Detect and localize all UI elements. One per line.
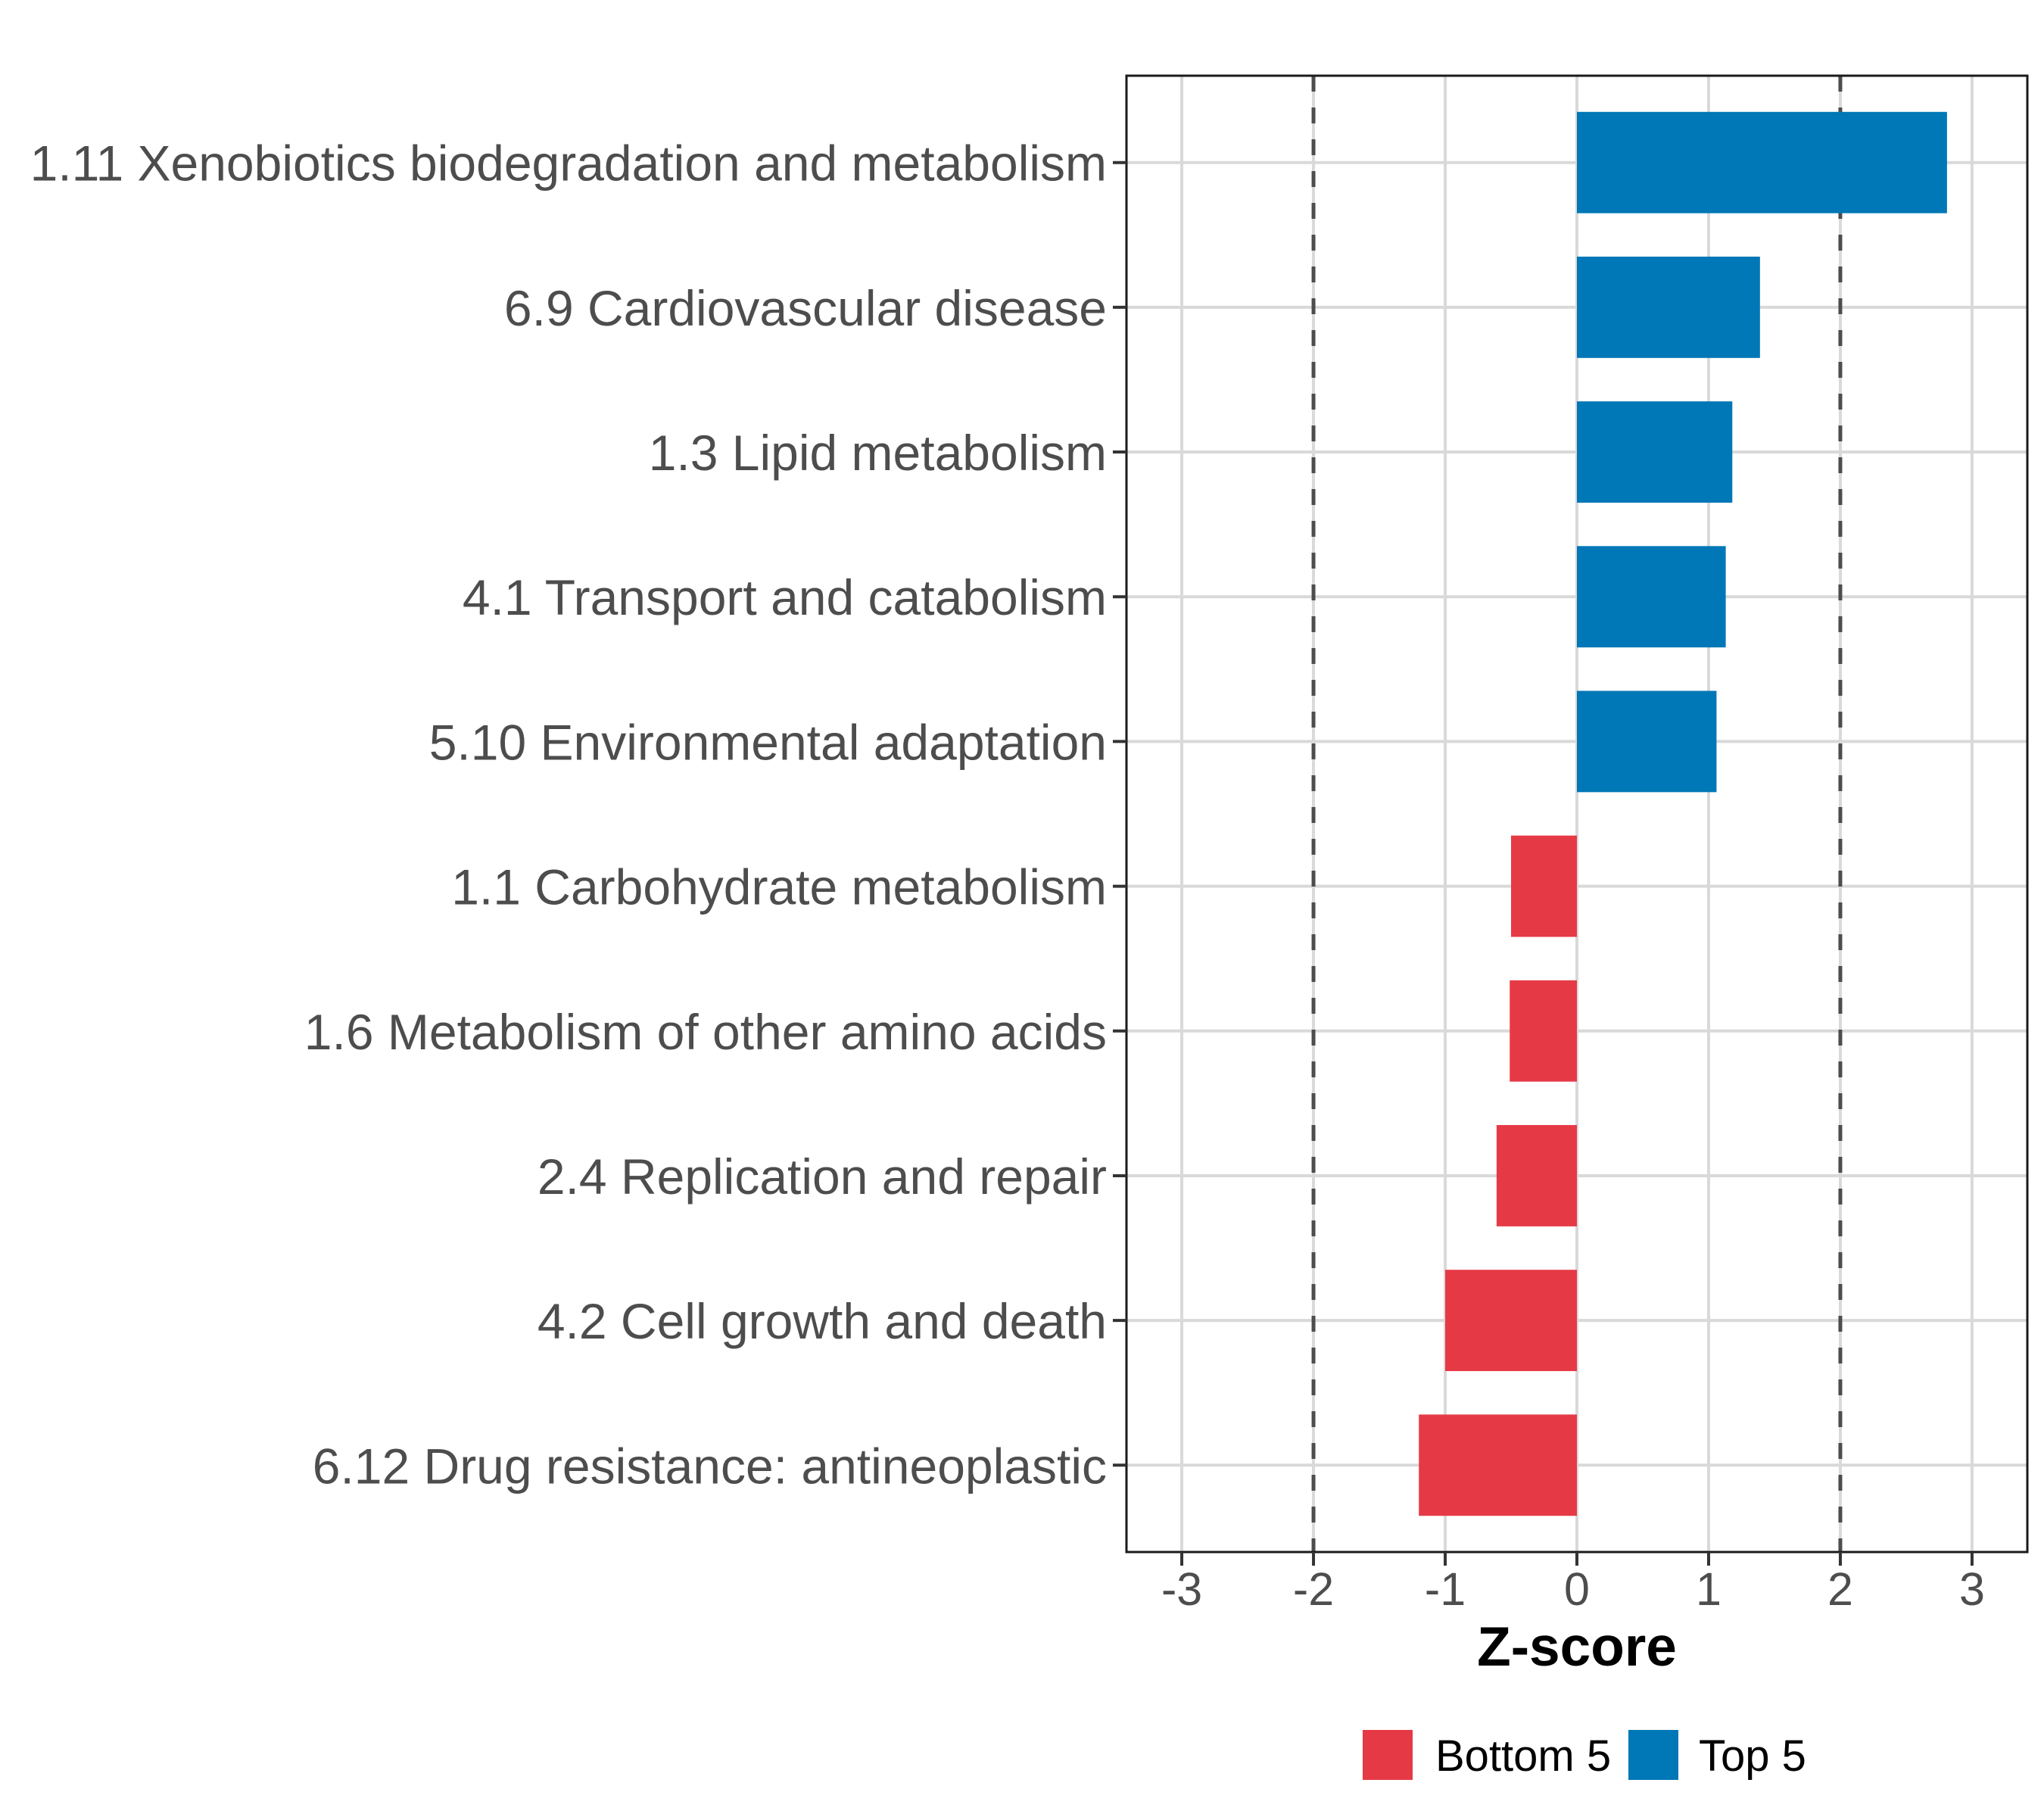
y-tick-label: 6.12 Drug resistance: antineoplastic: [313, 1438, 1107, 1494]
x-tick-label: 0: [1564, 1563, 1590, 1615]
legend-label: Bottom 5: [1435, 1731, 1611, 1781]
y-tick-label: 2.4 Replication and repair: [537, 1148, 1107, 1205]
y-tick-label: 1.11 Xenobiotics biodegradation and meta…: [30, 136, 1107, 192]
x-tick-label: -3: [1161, 1563, 1202, 1615]
reference-lines: [1311, 76, 1843, 1552]
x-tick-label: -1: [1425, 1563, 1466, 1615]
x-axis: -3 -2 -1 0 1 2 3: [1161, 1552, 1985, 1615]
y-axis: 1.11 Xenobiotics biodegradation and meta…: [30, 136, 1126, 1494]
bar: [1577, 401, 1733, 503]
legend-swatch: [1628, 1730, 1678, 1780]
bar: [1419, 1414, 1577, 1516]
bar: [1577, 256, 1760, 358]
bar: [1511, 835, 1577, 937]
bar: [1577, 546, 1726, 648]
x-axis-title: Z-score: [1477, 1616, 1677, 1678]
legend-label: Top 5: [1699, 1731, 1806, 1781]
y-tick-label: 6.9 Cardiovascular disease: [504, 280, 1107, 336]
x-tick-label: 3: [1959, 1563, 1985, 1615]
y-tick-label: 4.1 Transport and catabolism: [463, 569, 1107, 625]
x-tick-label: 2: [1827, 1563, 1853, 1615]
legend: Bottom 5 Top 5: [1363, 1730, 1806, 1781]
y-tick-label: 1.3 Lipid metabolism: [649, 425, 1107, 481]
y-tick-label: 1.1 Carbohydrate metabolism: [451, 859, 1107, 915]
legend-swatch: [1363, 1730, 1413, 1780]
bars: [1419, 111, 1947, 1516]
x-tick-label: -2: [1293, 1563, 1334, 1615]
y-tick-label: 1.6 Metabolism of other amino acids: [304, 1004, 1107, 1060]
y-tick-label: 4.2 Cell growth and death: [537, 1293, 1107, 1349]
x-tick-label: 1: [1696, 1563, 1722, 1615]
bar: [1510, 980, 1577, 1082]
bar: [1496, 1125, 1577, 1226]
bar: [1577, 111, 1947, 213]
bar: [1445, 1270, 1577, 1372]
y-tick-label: 5.10 Environmental adaptation: [429, 714, 1107, 770]
bar: [1577, 690, 1717, 793]
